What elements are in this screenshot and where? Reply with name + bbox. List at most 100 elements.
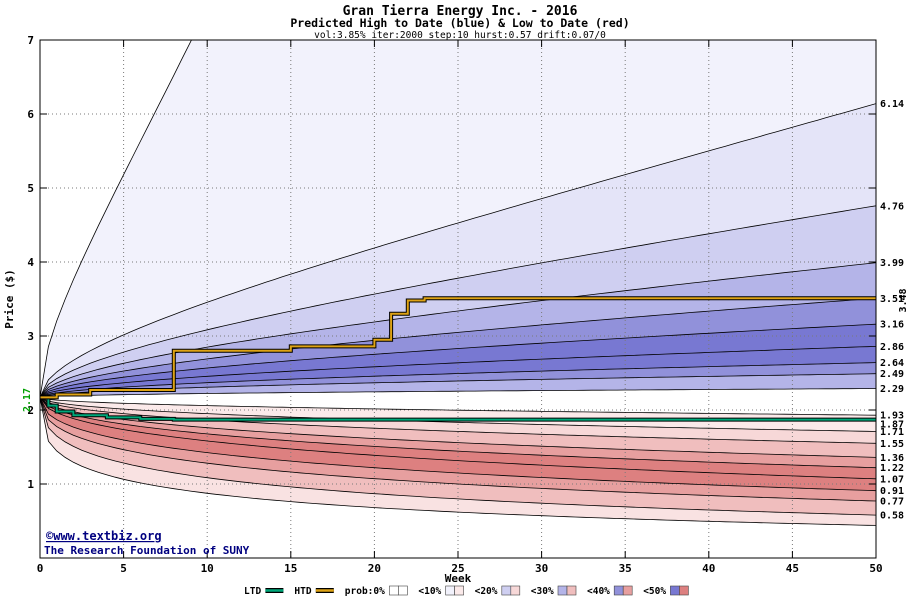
- legend-swatch-red: [679, 585, 689, 596]
- chart-subtitle: Predicted High to Date (blue) & Low to D…: [290, 16, 629, 30]
- boundary-line: [40, 397, 876, 416]
- boundary-line: [40, 397, 876, 432]
- legend-swatch-red: [454, 585, 464, 596]
- legend-label: <40%: [587, 586, 610, 597]
- y-tick-label: 4: [27, 256, 34, 269]
- red-fan-band: [40, 397, 876, 516]
- y-tick-label: 3: [27, 330, 34, 343]
- red-fan-band: [40, 397, 876, 444]
- legend-swatch-blue: [670, 585, 680, 596]
- y-tick-label: 1: [27, 478, 34, 491]
- legend-swatch-blue: [557, 585, 568, 596]
- boundary-line: [40, 362, 876, 398]
- legend-swatch-red: [566, 585, 577, 596]
- legend-swatch-blue: [445, 585, 455, 596]
- boundary-label: 0.77: [880, 497, 904, 508]
- boundary-label: 1.22: [880, 463, 904, 474]
- x-tick-label: 5: [120, 562, 127, 575]
- x-tick-label: 50: [869, 562, 882, 575]
- y-tick-label: 5: [27, 182, 34, 195]
- red-fan-band: [40, 397, 876, 432]
- blue-fan-band: [40, 103, 876, 398]
- blue-fan-band: [40, 373, 876, 398]
- red-fan-band: [40, 397, 876, 526]
- boundary-line: [40, 373, 876, 398]
- legend-label: <50%: [643, 586, 666, 597]
- boundary-label: 2.29: [880, 384, 904, 395]
- x-tick-label: 15: [284, 562, 297, 575]
- boundary-label: 1.71: [880, 427, 904, 438]
- blue-fan-band: [40, 298, 876, 398]
- x-tick-label: 45: [786, 562, 799, 575]
- boundary-line: [40, 397, 876, 502]
- x-tick-label: 35: [619, 562, 632, 575]
- legend-label: HTD: [294, 586, 311, 597]
- boundary-line: [40, 397, 876, 480]
- legend-label: <30%: [531, 586, 554, 597]
- blue-fan-band: [40, 205, 876, 398]
- legend-swatch-red: [398, 585, 408, 596]
- y-tick-label: 2: [27, 404, 34, 417]
- boundary-label: 6.14: [880, 99, 904, 110]
- red-fan-band: [40, 397, 876, 458]
- boundary-label: 3.16: [880, 320, 904, 331]
- boundary-line: [40, 388, 876, 398]
- boundary-label: 2.49: [880, 369, 904, 380]
- blue-fan-band: [40, 40, 876, 398]
- x-tick-label: 0: [37, 562, 44, 575]
- boundary-label: 1.07: [880, 474, 904, 485]
- legend-label: <10%: [418, 586, 441, 597]
- boundary-line: [40, 397, 876, 492]
- ltd-line: [40, 396, 876, 421]
- boundary-label: 1.93: [880, 411, 904, 422]
- y-axis-title: Price ($): [3, 269, 16, 329]
- boundary-label: 1.36: [880, 453, 904, 464]
- x-tick-label: 30: [535, 562, 548, 575]
- boundary-line: [40, 103, 876, 398]
- x-tick-label: 25: [451, 562, 464, 575]
- red-fan-band: [40, 397, 876, 479]
- boundary-line: [40, 397, 876, 526]
- legend-swatch-blue: [389, 585, 399, 596]
- ltd-final-label: 1.87: [880, 420, 904, 431]
- htd-line: [40, 297, 876, 399]
- boundary-label: 3.99: [880, 258, 904, 269]
- watermark-org: The Research Foundation of SUNY: [44, 544, 250, 557]
- boundary-line: [40, 205, 876, 398]
- boundary-line: [40, 323, 876, 398]
- boundary-line: [40, 397, 876, 516]
- boundary-line: [40, 40, 192, 398]
- start-price-label: 2.17: [22, 388, 33, 412]
- boundary-label: 0.58: [880, 511, 904, 522]
- boundary-label: 0.91: [880, 486, 904, 497]
- watermark-link[interactable]: ©www.textbiz.org: [46, 529, 162, 543]
- legend-swatch-red: [622, 585, 633, 596]
- legend-swatch-red: [510, 585, 521, 596]
- boundary-line: [40, 297, 876, 398]
- htd-final-label: 3.48: [898, 288, 909, 312]
- boundary-line: [40, 397, 876, 458]
- boundary-label: 2.64: [880, 358, 904, 369]
- boundary-line: [40, 346, 876, 398]
- boundary-label: 1.55: [880, 439, 904, 450]
- boundary-label: 4.76: [880, 201, 904, 212]
- boundary-line: [40, 397, 876, 469]
- x-tick-label: 40: [702, 562, 715, 575]
- plot-area: [40, 40, 876, 558]
- blue-fan-band: [40, 346, 876, 398]
- x-axis-title: Week: [445, 572, 472, 585]
- legend-swatch-blue: [501, 585, 512, 596]
- legend-label: prob:0%: [345, 586, 385, 597]
- boundary-label: 2.86: [880, 342, 904, 353]
- y-tick-label: 6: [27, 108, 34, 121]
- x-tick-label: 20: [368, 562, 381, 575]
- generated-chart-layers: 0 5 10 15 20 25 30 35 40 45 5012345676.144.763.993…: [27, 34, 909, 597]
- y-tick-label: 7: [27, 34, 34, 47]
- boundary-label: 3.51: [880, 294, 904, 305]
- legend-label: LTD: [244, 586, 261, 597]
- legend-label: <20%: [475, 586, 498, 597]
- x-tick-label: 10: [201, 562, 214, 575]
- chart-params: vol:3.85% iter:2000 step:10 hurst:0.57 d…: [314, 30, 606, 41]
